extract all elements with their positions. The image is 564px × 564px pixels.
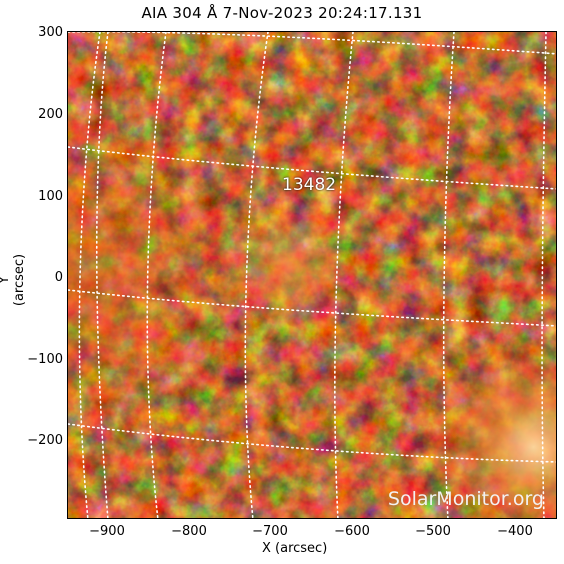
y-tick-label: −100 [27,352,63,367]
x-tick-label: −600 [334,524,370,539]
heliographic-grid [68,32,556,518]
x-tick-label: −700 [252,524,288,539]
x-tick-label: −900 [89,524,125,539]
image-title: AIA 304 Å 7-Nov-2023 20:24:17.131 [141,4,423,22]
y-tick-label: 100 [38,189,63,204]
bright-plage-region [68,32,556,518]
x-tick-label: −500 [415,524,451,539]
x-tick-label: −800 [171,524,207,539]
y-tick-label: 200 [38,107,63,122]
active-region-label: 13482 [282,175,337,195]
x-tick-label: −400 [497,524,533,539]
y-tick-label: 0 [54,270,63,285]
solar-image [68,32,556,518]
y-tick-label: 300 [38,25,63,40]
x-axis-title: X (arcsec) [262,541,328,556]
solar-image-panel[interactable]: 13482 SolarMonitor.org [67,31,557,519]
watermark: SolarMonitor.org [387,488,544,510]
y-tick-label: −200 [27,433,63,448]
